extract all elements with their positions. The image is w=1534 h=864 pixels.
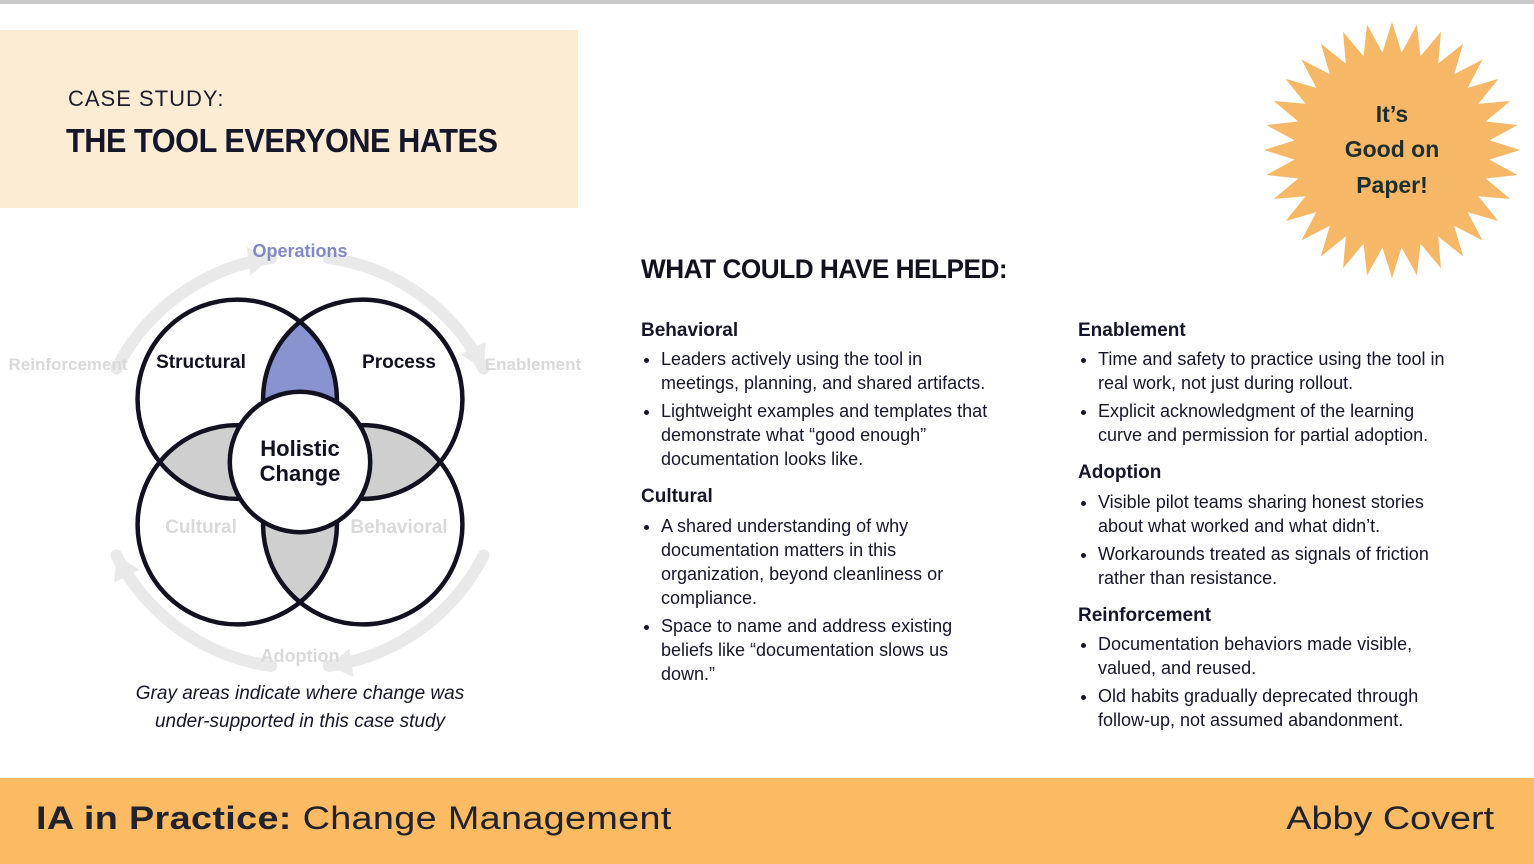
svg-text:Change: Change <box>260 461 341 486</box>
svg-text:Reinforcement: Reinforcement <box>8 355 127 374</box>
svg-text:Holistic: Holistic <box>260 436 339 461</box>
svg-text:Enablement: Enablement <box>485 355 582 374</box>
svg-text:Operations: Operations <box>252 241 347 261</box>
svg-text:Adoption: Adoption <box>261 646 340 666</box>
svg-text:Cultural: Cultural <box>165 517 237 538</box>
svg-text:Structural: Structural <box>156 352 246 373</box>
svg-text:Process: Process <box>362 352 436 373</box>
svg-text:Behavioral: Behavioral <box>350 517 447 538</box>
